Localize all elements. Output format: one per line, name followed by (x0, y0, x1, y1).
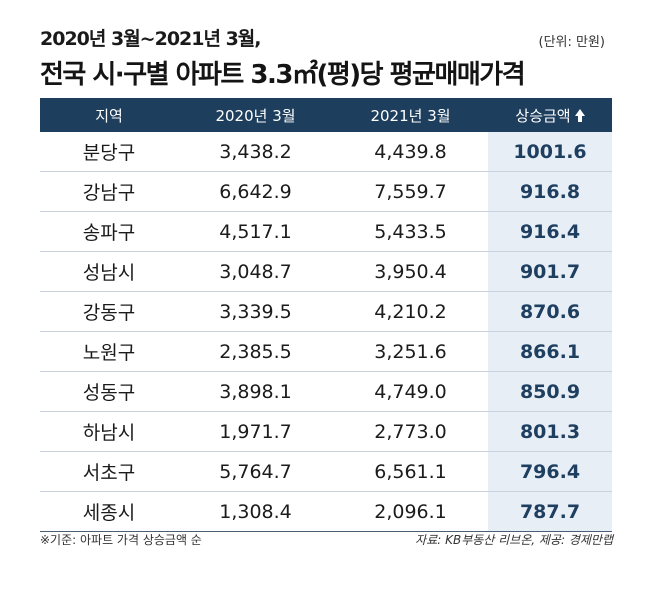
column-header-2020: 2020년 3월 (215, 106, 296, 125)
chart-title: 전국 시·구별 아파트 3.3㎡(평)당 평균매매가격 (40, 60, 526, 90)
column-header-region: 지역 (95, 106, 123, 125)
table-row: 성동구 3,898.1 4,749.0 850.9 (40, 372, 612, 412)
cell-price-2021: 5,433.5 (374, 220, 447, 243)
cell-increase: 901.7 (488, 252, 612, 291)
cell-price-2021: 4,439.8 (374, 140, 447, 163)
cell-price-2020: 3,048.7 (219, 260, 292, 283)
cell-price-2020: 1,971.7 (219, 420, 292, 443)
column-header-increase-label: 상승금액 (515, 106, 571, 125)
cell-increase: 866.1 (488, 332, 612, 371)
cell-region: 강남구 (82, 182, 136, 204)
cell-increase: 870.6 (488, 292, 612, 331)
cell-region: 송파구 (82, 222, 136, 244)
cell-region: 강동구 (82, 302, 136, 324)
cell-price-2020: 4,517.1 (219, 220, 292, 243)
table-row: 분당구 3,438.2 4,439.8 1001.6 (40, 132, 612, 172)
column-header-2021: 2021년 3월 (370, 106, 451, 125)
cell-increase: 787.7 (488, 492, 612, 531)
table-row: 노원구 2,385.5 3,251.6 866.1 (40, 332, 612, 372)
cell-increase: 916.8 (488, 172, 612, 211)
cell-price-2021: 4,749.0 (374, 380, 447, 403)
cell-region: 서초구 (82, 462, 136, 484)
cell-region: 분당구 (82, 142, 136, 164)
footer-source: 자료: KB부동산 리브온, 제공: 경제만랩 (415, 533, 613, 547)
table-row: 송파구 4,517.1 5,433.5 916.4 (40, 212, 612, 252)
cell-price-2021: 3,251.6 (374, 340, 447, 363)
cell-region: 성동구 (82, 382, 136, 404)
cell-price-2021: 2,096.1 (374, 500, 447, 523)
cell-price-2020: 2,385.5 (219, 340, 292, 363)
table-row: 서초구 5,764.7 6,561.1 796.4 (40, 452, 612, 492)
table-row: 강동구 3,339.5 4,210.2 870.6 (40, 292, 612, 332)
cell-region: 노원구 (82, 342, 136, 364)
cell-increase: 1001.6 (488, 132, 612, 171)
cell-increase: 796.4 (488, 452, 612, 491)
cell-price-2020: 6,642.9 (219, 180, 292, 203)
cell-region: 세종시 (82, 502, 136, 524)
unit-label: (단위: 만원) (538, 35, 606, 50)
cell-region: 하남시 (82, 422, 136, 444)
price-table: 지역 2020년 3월 2021년 3월 상승금액 분당구 3,438.2 4,43… (40, 98, 612, 532)
cell-price-2020: 1,308.4 (219, 500, 292, 523)
cell-increase: 801.3 (488, 412, 612, 451)
cell-price-2021: 6,561.1 (374, 460, 447, 483)
cell-price-2021: 2,773.0 (374, 420, 447, 443)
cell-price-2021: 4,210.2 (374, 300, 447, 323)
table-body: 분당구 3,438.2 4,439.8 1001.6 강남구 6,642.9 7,559.7… (40, 132, 612, 532)
chart-subtitle: 2020년 3월~2021년 3월, (40, 28, 261, 50)
cell-price-2020: 3,438.2 (219, 140, 292, 163)
table-row: 성남시 3,048.7 3,950.4 901.7 (40, 252, 612, 292)
cell-increase: 850.9 (488, 372, 612, 411)
cell-price-2021: 7,559.7 (374, 180, 447, 203)
cell-price-2021: 3,950.4 (374, 260, 447, 283)
table-row: 하남시 1,971.7 2,773.0 801.3 (40, 412, 612, 452)
arrow-up-icon (574, 108, 585, 122)
cell-price-2020: 5,764.7 (219, 460, 292, 483)
cell-region: 성남시 (82, 262, 136, 284)
column-header-increase: 상승금액 (488, 98, 612, 132)
table-row: 세종시 1,308.4 2,096.1 787.7 (40, 492, 612, 532)
cell-price-2020: 3,339.5 (219, 300, 292, 323)
table-row: 강남구 6,642.9 7,559.7 916.8 (40, 172, 612, 212)
cell-increase: 916.4 (488, 212, 612, 251)
footer-note: ※기준: 아파트 가격 상승금액 순 (40, 533, 202, 547)
cell-price-2020: 3,898.1 (219, 380, 292, 403)
table-header: 지역 2020년 3월 2021년 3월 상승금액 (40, 98, 612, 132)
